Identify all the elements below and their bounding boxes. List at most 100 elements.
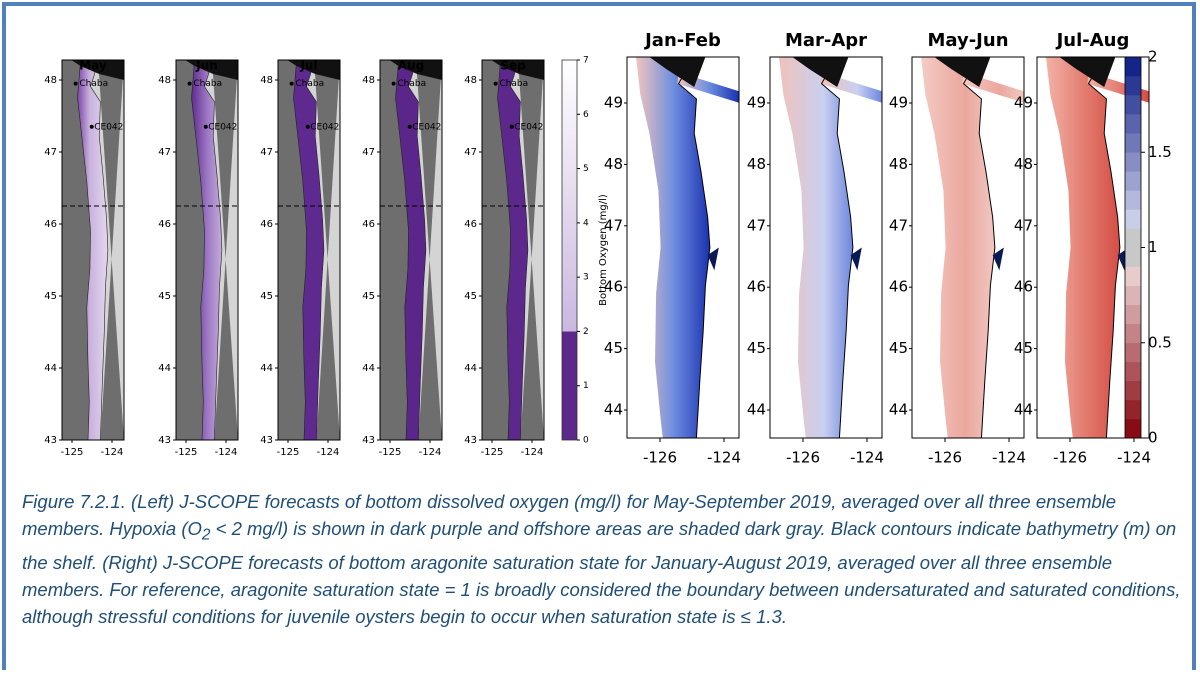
colorbar-tick-label: 7 bbox=[583, 56, 589, 66]
y-tick-label: 47 bbox=[1014, 216, 1033, 234]
colorbar-tick-label: 0 bbox=[583, 436, 589, 446]
colorbar-step bbox=[1125, 304, 1141, 324]
colorbar-step bbox=[1125, 76, 1141, 96]
coastline bbox=[820, 56, 854, 439]
y-tick-label: 47 bbox=[889, 216, 908, 234]
panel-border bbox=[769, 56, 883, 439]
y-tick-label: 44 bbox=[747, 401, 766, 419]
y-tick-label: 44 bbox=[362, 363, 375, 374]
shelf-oxygen bbox=[497, 59, 529, 441]
colorbar-step bbox=[1125, 399, 1141, 420]
panel-border bbox=[277, 59, 341, 441]
land-top bbox=[389, 60, 442, 80]
coastline bbox=[962, 56, 996, 439]
station bbox=[187, 81, 192, 86]
colorbar-high bbox=[562, 60, 577, 332]
y-tick-label: 46 bbox=[158, 219, 171, 230]
caption-text: Figure 7.2.1. (Left) J-SCOPE forecasts o… bbox=[22, 491, 1117, 539]
station-label: Chaba bbox=[193, 79, 222, 89]
y-tick-label: 48 bbox=[362, 75, 375, 86]
station-label: Chaba bbox=[295, 79, 324, 89]
land-top bbox=[1059, 57, 1116, 87]
x-tick-label: -124 bbox=[1117, 449, 1151, 467]
y-tick-label: 48 bbox=[889, 155, 908, 173]
station-label: Chaba bbox=[397, 79, 426, 89]
coastline bbox=[1087, 56, 1121, 439]
y-tick-label: 47 bbox=[260, 147, 273, 158]
colorbar-step bbox=[1125, 57, 1141, 77]
land-top bbox=[934, 57, 991, 87]
colorbar-tick-label: 1 bbox=[583, 381, 589, 391]
colorbar-step bbox=[1125, 342, 1141, 363]
y-tick-label: 46 bbox=[464, 219, 477, 230]
shelf-saturation bbox=[1046, 57, 1120, 438]
y-tick-label: 47 bbox=[362, 147, 375, 158]
colorbar-step bbox=[1125, 190, 1141, 210]
station-label: CE042 bbox=[310, 122, 339, 132]
y-tick-label: 44 bbox=[464, 363, 477, 374]
station bbox=[305, 124, 310, 129]
colorbar-tick-label: 2 bbox=[1148, 48, 1158, 66]
y-tick-label: 46 bbox=[260, 219, 273, 230]
y-tick-label: 48 bbox=[158, 75, 171, 86]
y-tick-label: 45 bbox=[362, 291, 375, 302]
station bbox=[73, 81, 78, 86]
station-label: CE042 bbox=[412, 122, 441, 132]
y-tick-label: 46 bbox=[604, 278, 623, 296]
colorbar-step bbox=[1125, 228, 1141, 248]
panel-border bbox=[61, 59, 125, 441]
colorbar-step bbox=[1125, 285, 1141, 305]
x-tick-label: -125 bbox=[277, 447, 300, 458]
shelf-saturation bbox=[921, 57, 995, 438]
y-tick-label: 49 bbox=[889, 94, 908, 112]
panel-title: Jan-Feb bbox=[643, 30, 721, 51]
land-top bbox=[491, 60, 544, 80]
y-tick-label: 48 bbox=[1014, 155, 1033, 173]
colorbar-step bbox=[1125, 95, 1141, 115]
y-tick-label: 47 bbox=[464, 147, 477, 158]
y-tick-label: 47 bbox=[44, 147, 57, 158]
y-tick-label: 44 bbox=[1014, 401, 1033, 419]
station-label: CE042 bbox=[514, 122, 543, 132]
land bbox=[90, 60, 124, 440]
panel-title: Sep bbox=[500, 59, 526, 73]
colorbar-step bbox=[1125, 209, 1141, 229]
x-tick-label: -124 bbox=[707, 449, 741, 467]
shelf-saturation bbox=[636, 57, 710, 438]
colorbar-step bbox=[1125, 171, 1141, 191]
x-tick-label: -124 bbox=[521, 447, 544, 458]
station bbox=[509, 124, 514, 129]
caption-subscript: 2 bbox=[201, 526, 211, 544]
y-tick-label: 45 bbox=[260, 291, 273, 302]
y-tick-label: 44 bbox=[889, 401, 908, 419]
colorbar-tick-label: 0 bbox=[1148, 429, 1158, 447]
colorbar-tick-label: 4 bbox=[583, 218, 589, 228]
y-tick-label: 45 bbox=[889, 339, 908, 357]
y-tick-label: 45 bbox=[747, 339, 766, 357]
colorbar-tick-label: 3 bbox=[583, 273, 589, 283]
land-top bbox=[792, 57, 849, 87]
x-tick-label: -124 bbox=[215, 447, 238, 458]
panel-title: Mar-Apr bbox=[785, 30, 867, 51]
colorbar-tick-label: 2 bbox=[583, 327, 589, 337]
panel-border bbox=[481, 59, 545, 441]
y-tick-label: 45 bbox=[604, 339, 623, 357]
panel-title: Jun bbox=[195, 59, 218, 73]
x-tick-label: -126 bbox=[786, 449, 820, 467]
station bbox=[289, 81, 294, 86]
y-tick-label: 44 bbox=[260, 363, 273, 374]
panel-title: Aug bbox=[398, 59, 424, 73]
colorbar-tick-label: 5 bbox=[583, 164, 589, 174]
land-top bbox=[287, 60, 340, 80]
y-tick-label: 46 bbox=[889, 278, 908, 296]
sound bbox=[850, 247, 862, 271]
y-tick-label: 43 bbox=[44, 435, 57, 446]
colorbar-step bbox=[1125, 114, 1141, 134]
station-label: CE042 bbox=[94, 122, 123, 132]
y-tick-label: 49 bbox=[604, 94, 623, 112]
colorbar-step bbox=[1125, 133, 1141, 153]
caption-text: < 2 mg/l) is shown in dark purple and of… bbox=[22, 518, 1181, 627]
land bbox=[204, 60, 238, 440]
x-tick-label: -124 bbox=[317, 447, 340, 458]
land-top bbox=[185, 60, 238, 80]
